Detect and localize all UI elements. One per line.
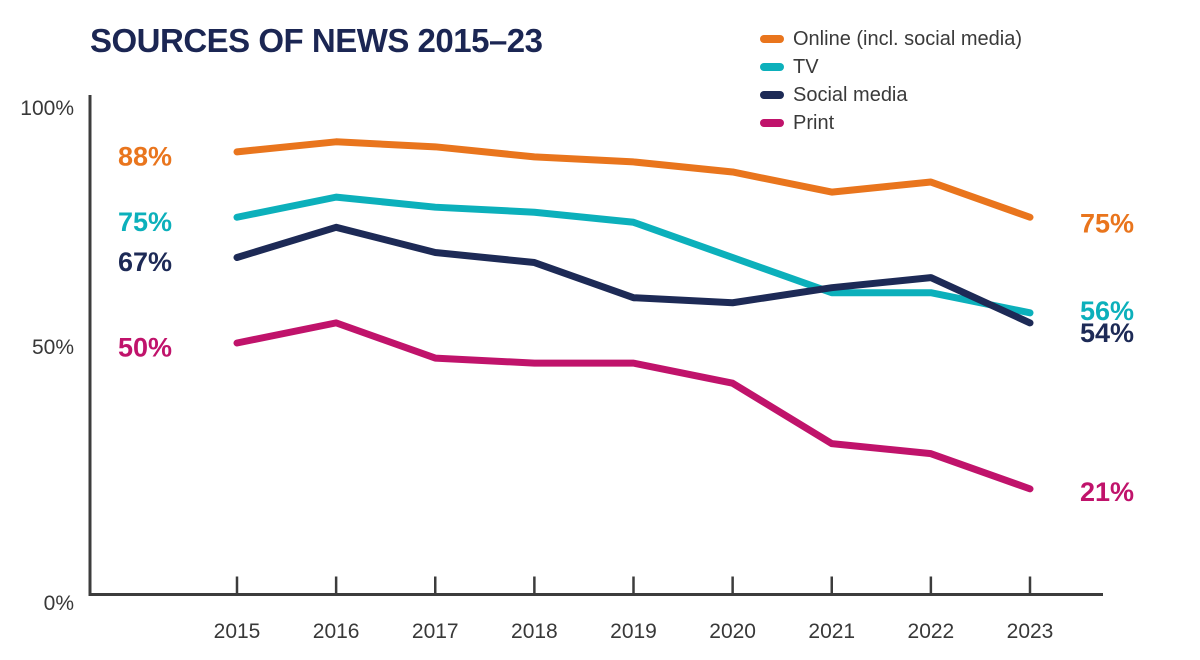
x-tick-label: 2021 [808,620,855,643]
series-start-value-online-incl-social-media: 88% [118,141,172,171]
series-end-value-social-media: 54% [1080,318,1134,348]
x-tick-label: 2019 [610,620,657,643]
series-line-social-media [233,223,1034,327]
legend-item: Online (incl. social media) [760,25,1022,53]
chart-title: SOURCES OF NEWS 2015–23 [90,22,543,59]
series-line-online-incl-social-media [233,138,1034,221]
x-tick-label: 2022 [908,620,955,643]
series-line-tv [233,193,1034,317]
legend-item: Social media [760,81,1022,109]
y-tick-label: 50% [32,336,74,359]
legend-item-label: Social media [793,83,908,106]
x-tick-label: 2023 [1007,620,1054,643]
x-tick-label: 2018 [511,620,558,643]
x-tick-label: 2015 [214,620,261,643]
y-tick-label: 100% [20,97,74,120]
series-line-print [233,319,1034,493]
x-tick-label: 2020 [709,620,756,643]
series-start-value-tv: 75% [118,207,172,237]
legend-item-label: Print [793,111,835,134]
y-tick-label: 0% [44,592,74,615]
legend-item: TV [760,53,1022,81]
series-start-value-print: 50% [118,333,172,363]
legend-swatch-icon [760,119,784,127]
legend-swatch-icon [760,63,784,71]
legend: Online (incl. social media) TV Social medi… [760,25,1022,137]
legend-swatch-icon [760,91,784,99]
series-end-value-print: 21% [1080,477,1134,507]
x-tick-label: 2017 [412,620,459,643]
x-tick-label: 2016 [313,620,360,643]
legend-item: Print [760,109,1022,137]
series-start-value-social-media: 67% [118,247,172,277]
legend-swatch-icon [760,35,784,43]
legend-item-label: TV [793,55,819,78]
legend-item-label: Online (incl. social media) [793,27,1022,50]
series-end-value-tv: 56% [1080,296,1134,326]
series-end-value-online-incl-social-media: 75% [1080,208,1134,238]
